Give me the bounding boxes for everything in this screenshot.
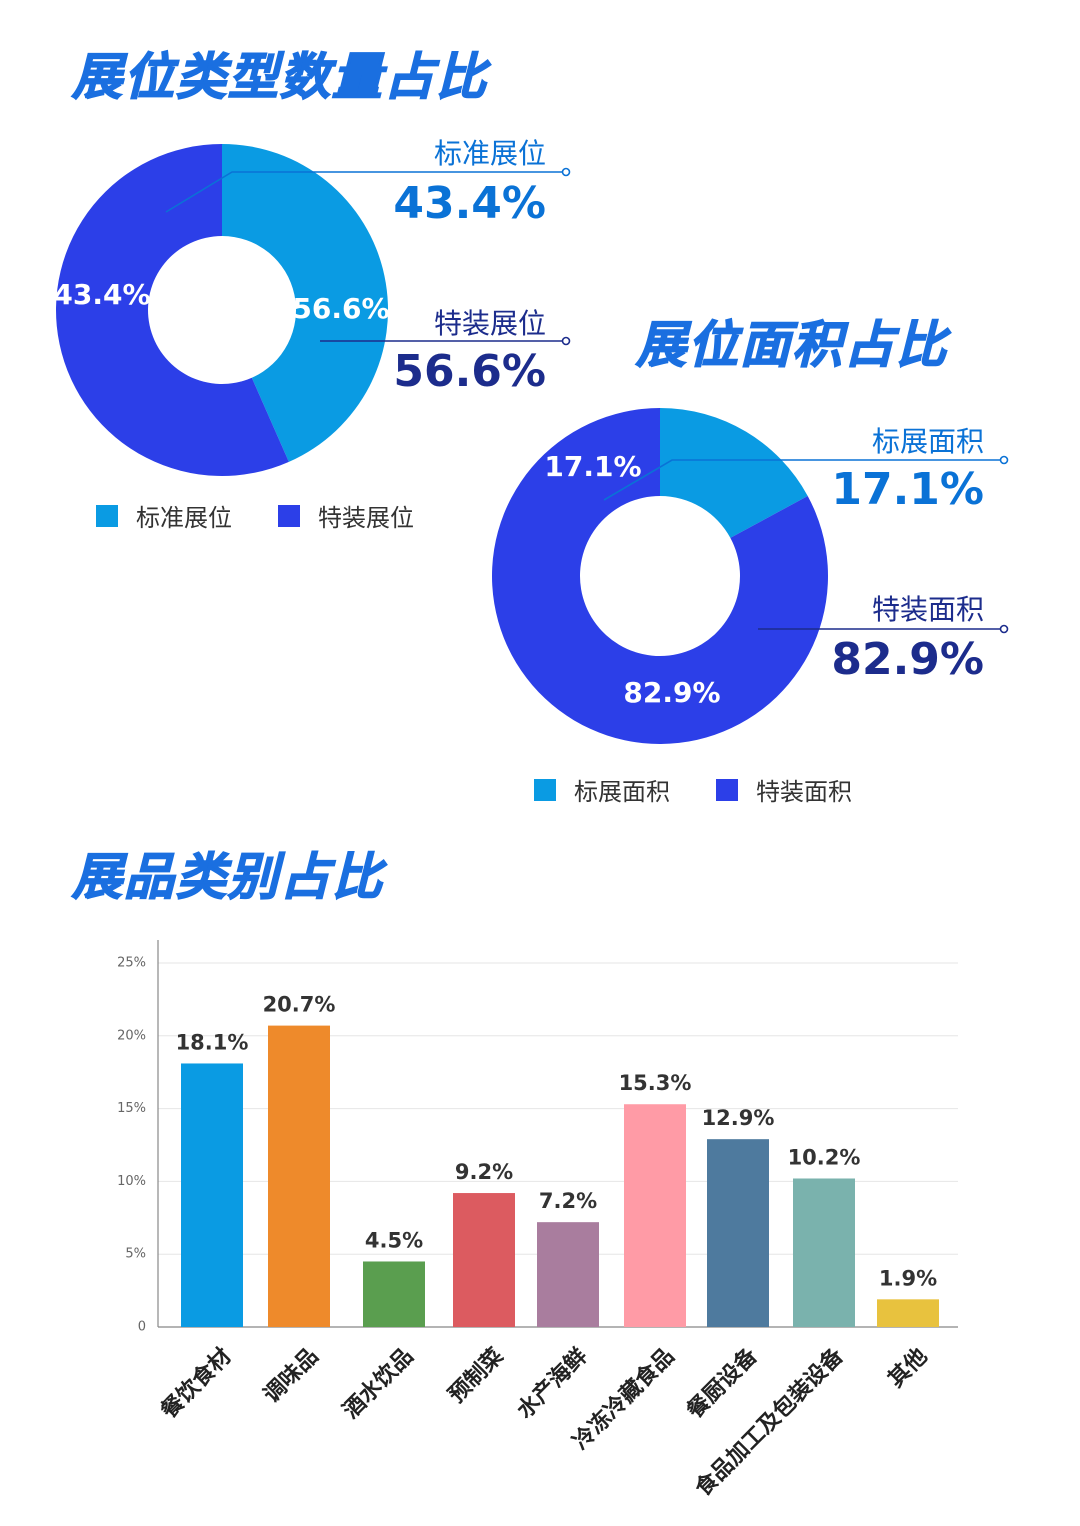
legend-swatch bbox=[96, 504, 118, 527]
legend-swatch bbox=[534, 778, 556, 801]
legend-label: 标展面积 bbox=[574, 778, 670, 806]
donut-slice-label: 82.9% bbox=[623, 676, 720, 709]
legend-item-standard-booth: 标准展位 bbox=[96, 498, 232, 533]
legend-item-special-booth: 特装展位 bbox=[278, 498, 414, 533]
donut-slice-label: 56.6% bbox=[292, 292, 389, 325]
donut-slice bbox=[222, 144, 388, 462]
count-ratio-title: 展位类型数量占比 bbox=[71, 48, 488, 106]
legend-swatch bbox=[278, 504, 300, 527]
legend-label: 特装面积 bbox=[756, 778, 852, 806]
donut-slice-label: 43.4% bbox=[53, 278, 150, 311]
category-ratio-title: 展品类别占比 bbox=[71, 848, 384, 906]
callout-special-area-name: 特装面积 bbox=[871, 593, 984, 626]
callout-end-dot bbox=[561, 167, 571, 177]
area-ratio-title: 展位面积占比 bbox=[635, 316, 948, 374]
donut2-legend: 标展面积 特装面积 bbox=[534, 772, 898, 807]
callout-leader-line bbox=[165, 171, 566, 213]
callout-standard-booth-name: 标准展位 bbox=[433, 137, 546, 170]
callout-end-dot bbox=[999, 455, 1009, 465]
callout-standard-booth-value: 43.4% bbox=[393, 178, 546, 229]
callout-leader-line bbox=[603, 459, 1004, 501]
donut-slice bbox=[55, 144, 289, 476]
legend-swatch bbox=[716, 778, 738, 801]
callout-end-dot bbox=[999, 624, 1009, 634]
donut-slice bbox=[660, 408, 808, 538]
legend-item-standard-area: 标展面积 bbox=[534, 772, 670, 807]
donut-slice-label: 17.1% bbox=[544, 450, 641, 483]
callout-special-booth-name: 特装展位 bbox=[433, 307, 546, 340]
legend-label: 特装展位 bbox=[318, 504, 414, 532]
callout-special-booth-value: 56.6% bbox=[393, 346, 546, 397]
callout-end-dot bbox=[561, 336, 571, 346]
callout-standard-area-value: 17.1% bbox=[831, 464, 984, 515]
legend-label: 标准展位 bbox=[136, 504, 232, 532]
donut1-legend: 标准展位 特装展位 bbox=[96, 498, 460, 533]
legend-item-special-area: 特装面积 bbox=[716, 772, 852, 807]
donut-slice bbox=[492, 408, 828, 745]
callout-standard-area-name: 标展面积 bbox=[871, 425, 984, 458]
callout-special-area-value: 82.9% bbox=[831, 634, 984, 685]
